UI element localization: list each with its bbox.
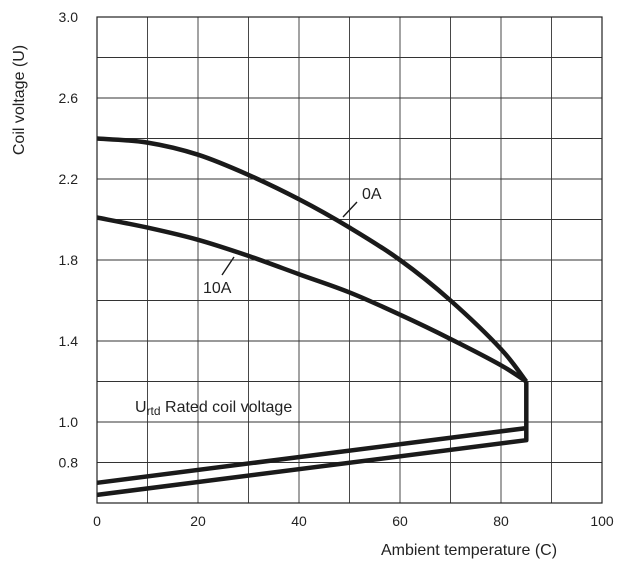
leader-0a: [342, 201, 358, 218]
leader-10a: [221, 256, 235, 276]
rated-text: Rated coil voltage: [161, 399, 293, 416]
x-tick-label: 0: [93, 513, 101, 529]
y-tick-label: 3.0: [59, 9, 79, 25]
y-tick-label: 1.8: [59, 252, 79, 268]
series-line-4: [96, 428, 529, 498]
label-0a: 0A: [362, 186, 382, 203]
x-tick-label: 20: [190, 513, 206, 529]
tick-labels: 0 20 40 60 80 100 0.8 1.0 1.4 1.8 2.2 2.6 3.0: [59, 9, 614, 529]
label-10a: 10A: [203, 280, 232, 297]
x-tick-label: 80: [493, 513, 509, 529]
y-tick-label: 2.6: [59, 90, 79, 106]
x-axis-label: Ambient temperature (C): [381, 542, 557, 559]
x-tick-label: 60: [392, 513, 408, 529]
series-line-2: [96, 215, 528, 384]
x-tick-label: 40: [291, 513, 307, 529]
grid: [97, 17, 602, 503]
rated-subscript: rtd: [147, 404, 161, 418]
y-tick-label: 0.8: [59, 455, 79, 471]
y-tick-label: 2.2: [59, 171, 79, 187]
y-tick-label: 1.0: [59, 414, 79, 430]
y-axis-label: Coil voltage (U): [11, 45, 28, 155]
x-tick-label: 100: [590, 513, 614, 529]
y-tick-label: 1.4: [59, 333, 79, 349]
plot-frame: [96, 16, 603, 504]
series-line-1: [96, 136, 529, 383]
rated-u: U: [135, 399, 147, 416]
curves: [96, 136, 529, 498]
rated-coil-voltage-label: Urtd Rated coil voltage: [135, 399, 292, 418]
